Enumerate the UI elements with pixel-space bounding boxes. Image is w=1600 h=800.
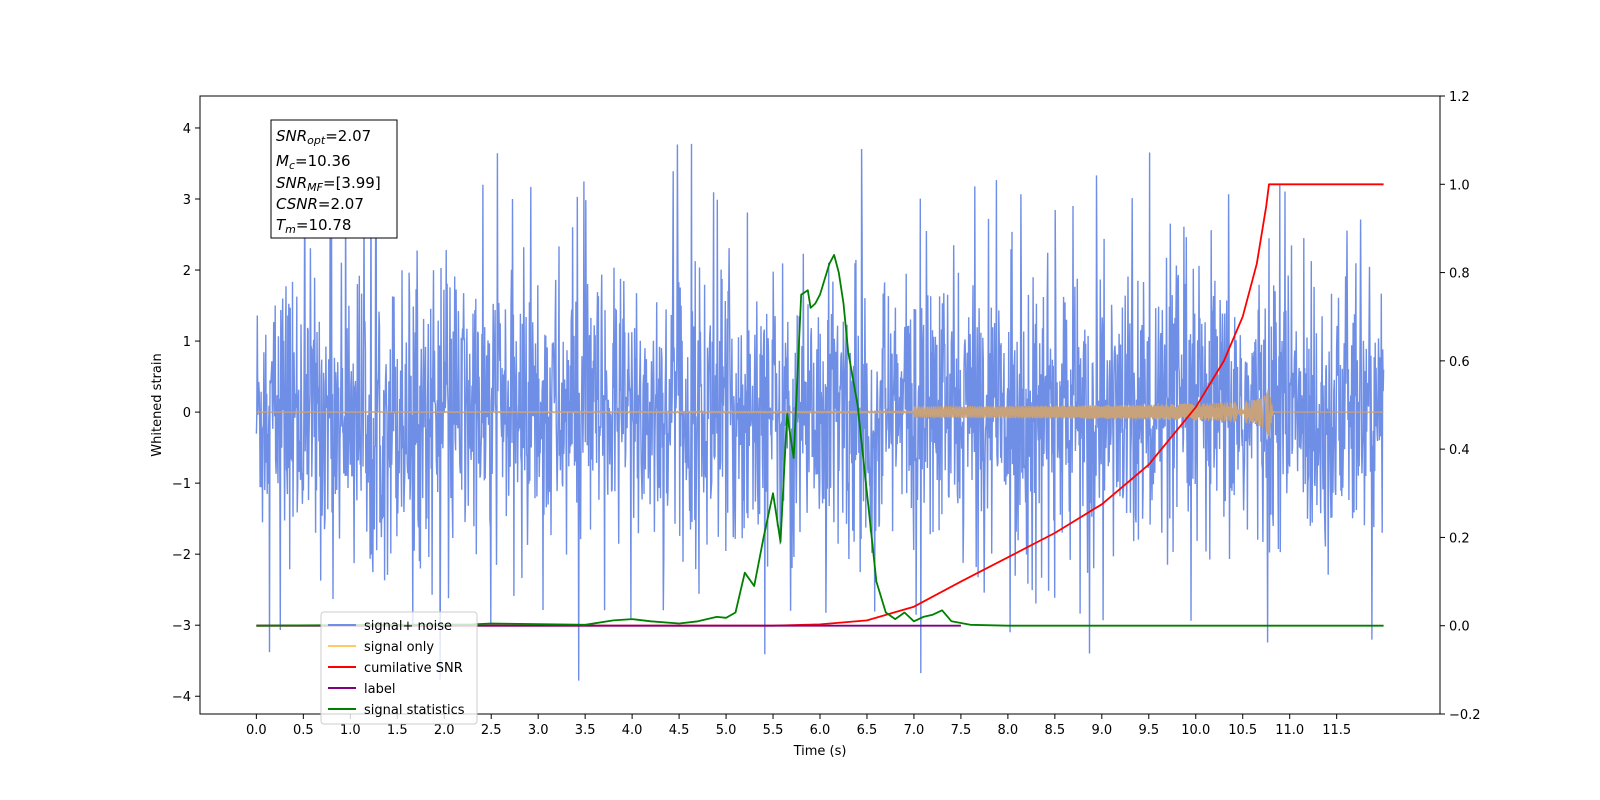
y2-tick-label: 0.4	[1449, 443, 1470, 458]
y-axis-label: Whitened strain	[150, 353, 165, 456]
y-tick-label: −1	[172, 477, 191, 492]
legend-entry-signal-only: signal only	[328, 640, 434, 655]
x-tick-label: 10.5	[1228, 723, 1257, 738]
y-tick-label: 4	[183, 122, 191, 137]
legend-label-signal-noise: signal+ noise	[364, 619, 452, 634]
y-tick-label: 0	[183, 406, 191, 421]
annotation-line-mc: Mc=10.36	[276, 152, 351, 172]
x-tick-label: 9.0	[1091, 723, 1112, 738]
x-tick-label: 7.5	[951, 723, 972, 738]
series-line-signal-only	[256, 389, 1384, 437]
legend-entry-signal-noise: signal+ noise	[328, 619, 452, 634]
x-tick-label: 11.0	[1275, 723, 1304, 738]
legend-frame	[320, 611, 478, 725]
legend-label-signal-statistics: signal statistics	[364, 703, 465, 718]
y2-tick-label: 1.0	[1449, 178, 1470, 193]
x-tick-label: 1.0	[340, 723, 361, 738]
annotation-frame	[270, 119, 398, 239]
y-tick-label: 2	[183, 264, 191, 279]
legend-label-label: label	[364, 682, 395, 697]
legend-entry-cumilative-snr: cumilative SNR	[328, 661, 463, 676]
x-tick-label: 6.5	[857, 723, 878, 738]
x-axis-label: Time (s)	[793, 744, 847, 759]
legend-label-signal-only: signal only	[364, 640, 434, 655]
x-tick-label: 10.0	[1181, 723, 1210, 738]
x-tick-label: 8.5	[1045, 723, 1066, 738]
legend-entry-signal-statistics: signal statistics	[328, 703, 465, 718]
x-tick-label: 2.5	[481, 723, 502, 738]
x-tick-label: 0.0	[246, 723, 267, 738]
series-line-cumilative-snr	[256, 183, 1384, 627]
x-tick-label: 8.0	[998, 723, 1019, 738]
x-tick-label: 2.0	[434, 723, 455, 738]
y-axis-right: 1.2 1.0 0.8 0.6 0.4 0.2 0.0 −0.2	[1440, 90, 1481, 723]
x-tick-label: 6.0	[810, 723, 831, 738]
legend-label-cumilative-snr: cumilative SNR	[364, 661, 463, 676]
series-line-signal-statistics	[256, 253, 1384, 627]
y-tick-label: 3	[183, 193, 191, 208]
x-tick-label: 0.5	[293, 723, 314, 738]
y2-tick-label: 0.2	[1449, 531, 1470, 546]
annotation-line-tm: Tm=10.78	[276, 216, 351, 236]
x-tick-label: 1.5	[387, 723, 408, 738]
x-tick-label: 5.0	[716, 723, 737, 738]
x-tick-label: 7.0	[904, 723, 925, 738]
y-tick-label: −3	[172, 619, 191, 634]
x-tick-label: 3.0	[528, 723, 549, 738]
x-tick-label: 4.0	[622, 723, 643, 738]
annotation-line-snr-mf: SNRMF=[3.99]	[276, 174, 381, 194]
x-tick-label: 11.5	[1322, 723, 1351, 738]
x-tick-label: 9.5	[1138, 723, 1159, 738]
y2-tick-label: 0.0	[1449, 620, 1470, 635]
legend-entry-label: label	[328, 682, 395, 697]
y-tick-label: 1	[183, 335, 191, 350]
x-axis: 0.0 0.5 1.0 1.5 2.0 2.5 3.0 3.5 4.0 4.5 5.0 5.5 6.0 6…	[246, 714, 1351, 738]
y-tick-label: −4	[172, 690, 191, 705]
y2-tick-label: 0.6	[1449, 355, 1470, 370]
legend: signal+ noise signal only cumilative SNR…	[320, 611, 478, 725]
y2-tick-label: 1.2	[1449, 90, 1470, 105]
x-tick-label: 3.5	[575, 723, 596, 738]
x-tick-label: 4.5	[669, 723, 690, 738]
y-axis-left: 4 3 2 1 0 −1 −2 −3 −4	[172, 122, 200, 705]
y2-tick-label: −0.2	[1449, 708, 1481, 723]
y2-tick-label: 0.8	[1449, 267, 1470, 282]
annotation-box: SNRopt=2.07 Mc=10.36 SNRMF=[3.99] CSNR=2…	[270, 119, 398, 239]
annotation-line-csnr: CSNR=2.07	[276, 195, 364, 213]
y-tick-label: −2	[172, 548, 191, 563]
annotation-line-snr-opt: SNRopt=2.07	[276, 127, 371, 147]
x-tick-label: 5.5	[763, 723, 784, 738]
